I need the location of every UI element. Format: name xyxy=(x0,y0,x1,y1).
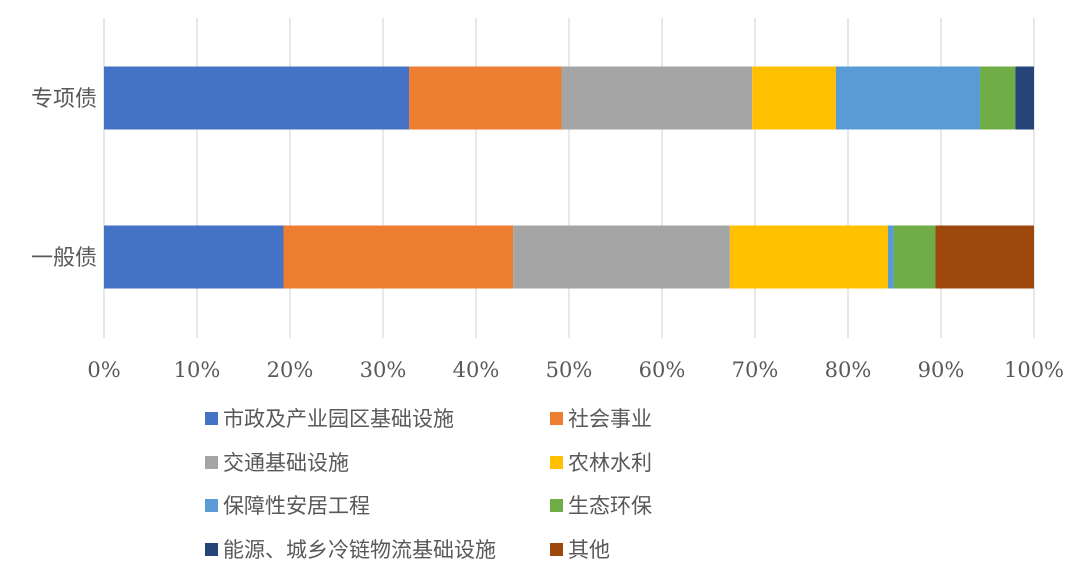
legend-label: 市政及产业园区基础设施 xyxy=(223,407,454,431)
x-tick-label: 50% xyxy=(546,358,593,382)
legend-swatch xyxy=(550,498,563,512)
bar-segment xyxy=(752,66,836,130)
x-tick-label: 10% xyxy=(174,358,221,382)
legend-label: 农林水利 xyxy=(568,451,652,475)
bar-segment xyxy=(1015,66,1034,130)
legend-swatch xyxy=(205,411,218,425)
legend-swatch xyxy=(205,542,218,556)
legend-label: 交通基础设施 xyxy=(223,451,349,475)
legend-item: 交通基础设施 xyxy=(205,448,349,476)
legend-label: 能源、城乡冷链物流基础设施 xyxy=(223,538,496,562)
legend-label: 其他 xyxy=(568,538,610,562)
x-tick-label: 20% xyxy=(267,358,314,382)
bar-segment xyxy=(104,225,284,289)
bar-segment xyxy=(409,66,562,130)
bar-segment xyxy=(887,225,894,289)
bar-segment xyxy=(980,66,1016,130)
legend-swatch xyxy=(550,455,563,469)
legend-swatch xyxy=(205,498,218,512)
x-tick-label: 90% xyxy=(918,358,965,382)
x-tick-label: 60% xyxy=(639,358,686,382)
legend-item: 保障性安居工程 xyxy=(205,491,370,519)
y-category-label: 一般债 xyxy=(31,246,97,271)
bar-segment xyxy=(561,66,753,130)
bar-segment xyxy=(729,225,888,289)
legend-item: 生态环保 xyxy=(550,491,652,519)
bar-segment xyxy=(283,225,514,289)
y-category-label: 专项债 xyxy=(31,87,97,112)
x-tick-label: 100% xyxy=(1004,358,1064,382)
legend-swatch xyxy=(550,542,563,556)
legend-label: 社会事业 xyxy=(568,407,652,431)
legend-item: 其他 xyxy=(550,535,610,563)
legend-swatch xyxy=(550,411,563,425)
legend-swatch xyxy=(205,455,218,469)
legend-label: 保障性安居工程 xyxy=(223,494,370,518)
bar-segment xyxy=(513,225,730,289)
x-tick-label: 70% xyxy=(732,358,779,382)
legend-label: 生态环保 xyxy=(568,494,652,518)
bar-segment xyxy=(935,225,1034,289)
x-tick-label: 0% xyxy=(87,358,120,382)
legend-item: 能源、城乡冷链物流基础设施 xyxy=(205,535,496,563)
bar-segment xyxy=(835,66,981,130)
x-tick-label: 30% xyxy=(360,358,407,382)
x-tick-label: 80% xyxy=(825,358,872,382)
bar-segment xyxy=(893,225,936,289)
legend-item: 农林水利 xyxy=(550,448,652,476)
x-tick-label: 40% xyxy=(453,358,500,382)
legend-item: 市政及产业园区基础设施 xyxy=(205,404,454,432)
bar-segment xyxy=(104,66,410,130)
legend-item: 社会事业 xyxy=(550,404,652,432)
